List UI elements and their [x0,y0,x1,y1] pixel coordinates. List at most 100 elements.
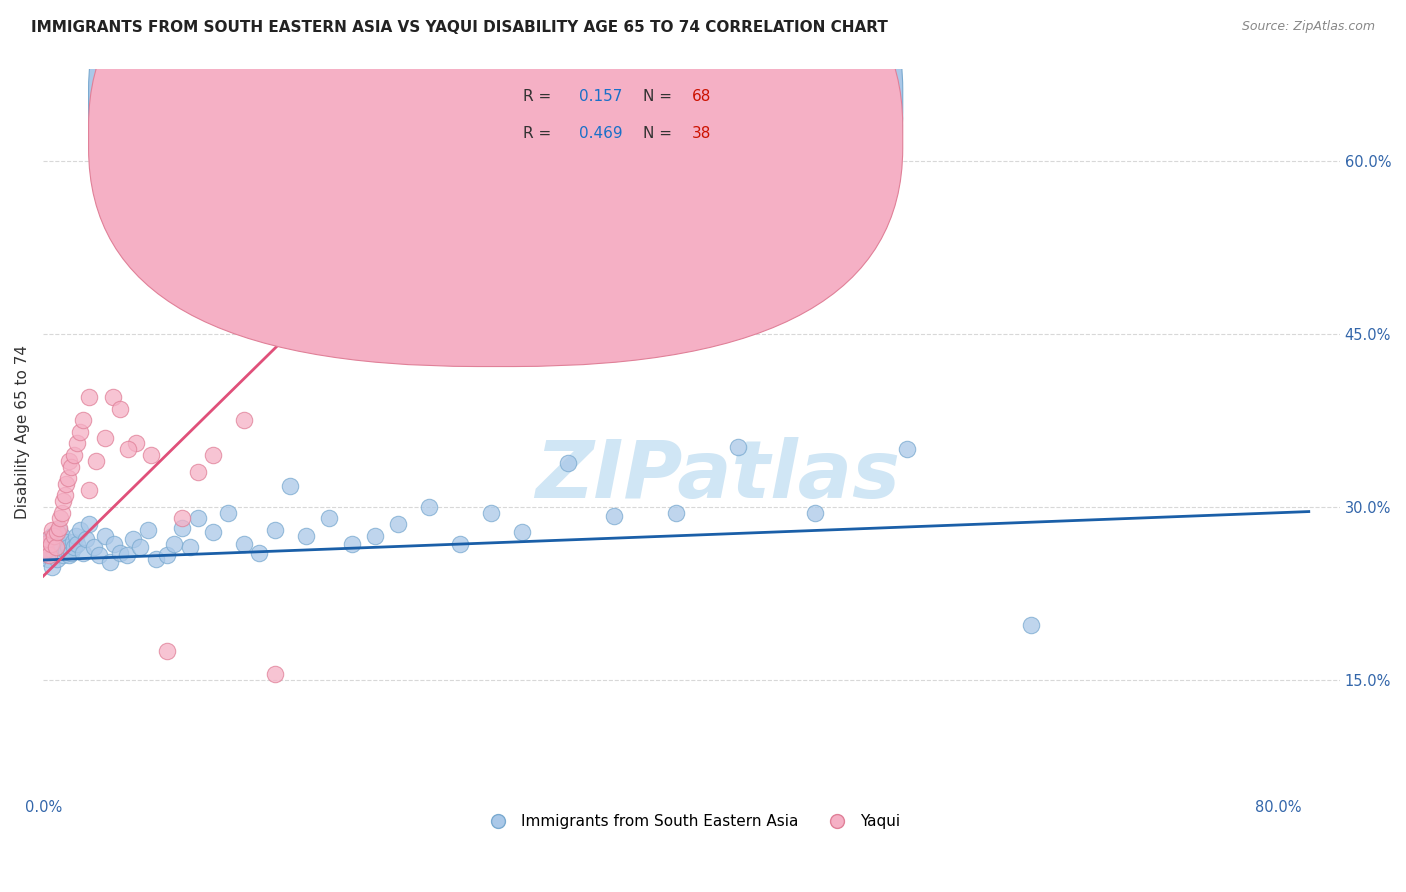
Point [59,546,82,560]
Point [72,546,94,560]
Point [69,523,91,537]
Point [38,549,60,563]
Point [479,506,502,520]
Point [83,541,105,555]
Point [145,552,167,566]
Point [55,543,77,558]
Point [136,523,159,537]
Point [38,549,60,563]
Point [121,533,143,547]
Point [45,541,67,555]
Text: IMMIGRANTS FROM SOUTH EASTERN ASIA VS YAQUI DISABILITY AGE 65 TO 74 CORRELATION : IMMIGRANTS FROM SOUTH EASTERN ASIA VS YA… [31,20,887,35]
Point [63,541,86,555]
Text: 68: 68 [692,89,711,104]
Point [84,454,107,468]
Point [39,537,62,551]
Point [217,506,239,520]
Point [557,456,579,470]
Point [53,488,76,502]
Point [72,413,94,427]
Point [62,534,84,549]
Point [41,523,63,537]
Legend: Immigrants from South Eastern Asia, Yaqui: Immigrants from South Eastern Asia, Yaqu… [477,808,905,835]
Point [75,533,97,547]
Point [364,529,387,543]
Text: 38: 38 [692,126,711,141]
Point [110,546,132,560]
Point [125,436,148,450]
Point [48,537,70,551]
Point [387,517,409,532]
Point [129,541,152,555]
Point [115,549,138,563]
Text: Source: ZipAtlas.com: Source: ZipAtlas.com [1241,20,1375,33]
Point [172,511,194,525]
Point [449,537,471,551]
Point [56,471,79,485]
Point [37,537,59,551]
Point [94,431,117,445]
Point [41,529,63,543]
Point [39,542,62,557]
Point [79,390,101,404]
Point [35,542,58,557]
Point [52,494,75,508]
Point [340,537,363,551]
Point [186,511,208,525]
Text: N =: N = [644,126,678,141]
Point [46,525,69,540]
Point [66,436,89,450]
FancyBboxPatch shape [89,0,903,367]
Point [186,466,208,480]
Point [55,476,77,491]
Point [727,440,749,454]
Point [804,506,827,520]
Point [42,546,65,560]
Point [79,517,101,532]
Point [98,555,121,569]
Point [1019,617,1042,632]
Text: R =: R = [523,89,555,104]
Point [318,511,340,525]
Point [49,541,72,555]
Point [117,442,139,457]
Point [156,549,179,563]
Point [896,442,918,457]
Point [49,511,72,525]
Point [59,459,82,474]
Point [94,529,117,543]
Text: 0.157: 0.157 [579,89,621,104]
Point [232,413,254,427]
Point [65,529,87,543]
Point [418,500,440,514]
Point [294,529,316,543]
Point [41,560,63,574]
Point [37,552,59,566]
Point [302,194,325,209]
Point [52,549,75,563]
Point [53,534,76,549]
Point [46,552,69,566]
Point [141,448,163,462]
Point [110,401,132,416]
Point [35,543,58,558]
Point [172,521,194,535]
Point [37,533,59,547]
Point [87,549,110,563]
Point [34,537,56,551]
Point [103,537,125,551]
Point [278,479,301,493]
Point [79,483,101,497]
Text: ZIPatlas: ZIPatlas [534,436,900,515]
Point [665,506,688,520]
FancyBboxPatch shape [451,72,828,170]
Point [48,521,70,535]
Text: R =: R = [523,126,555,141]
Point [66,537,89,551]
Point [38,533,60,547]
Point [163,537,186,551]
Point [58,549,80,563]
Point [56,541,79,555]
Y-axis label: Disability Age 65 to 74: Disability Age 65 to 74 [15,345,30,519]
Point [156,644,179,658]
